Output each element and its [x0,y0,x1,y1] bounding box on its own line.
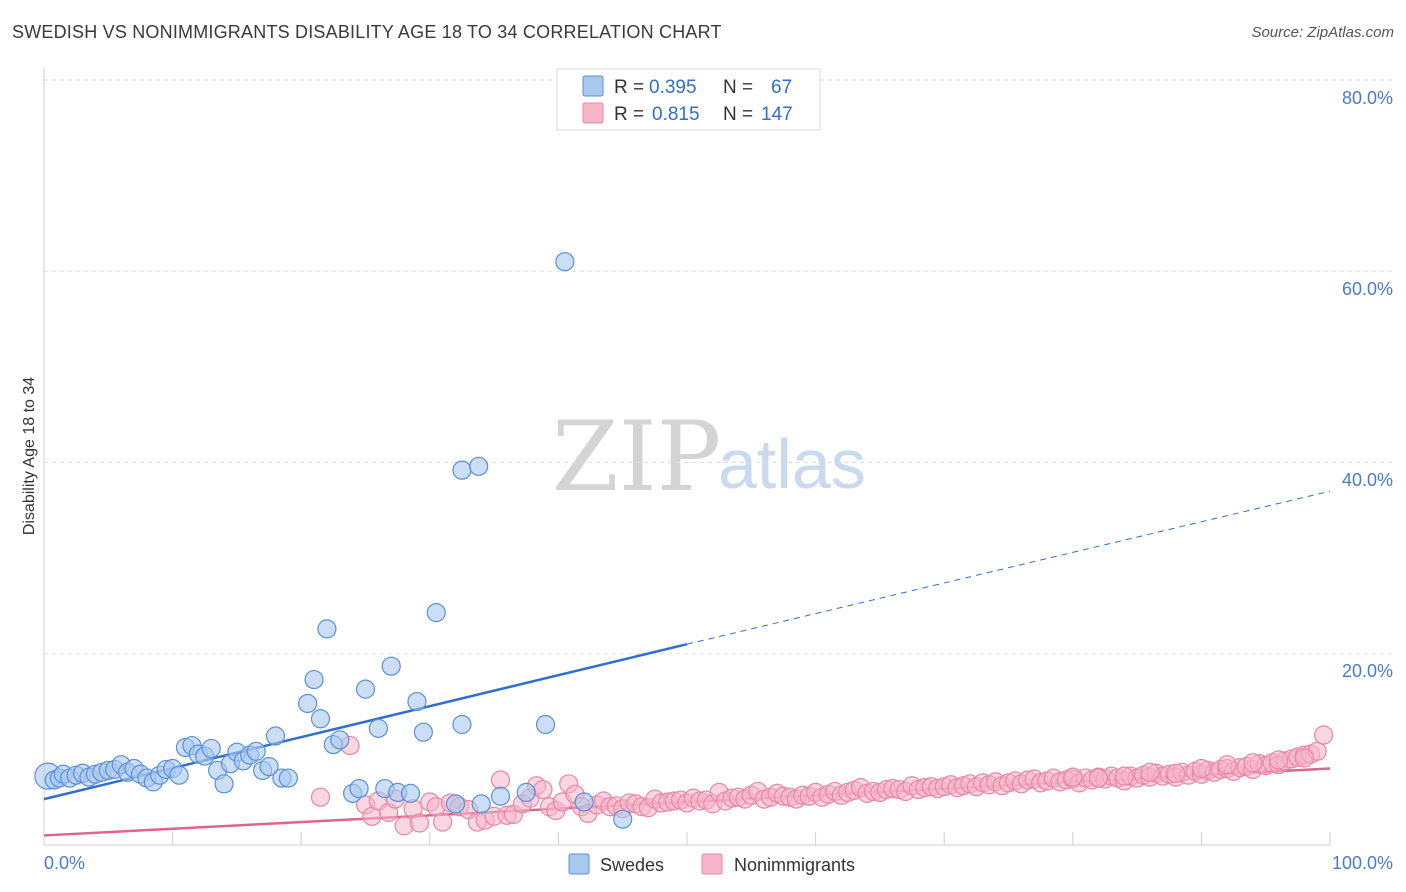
point-nonimmigrants-148 [1191,758,1212,779]
point-nonimmigrants-9 [409,813,430,833]
legend-n-label-swedes: N = [723,77,753,98]
point-swedes-38 [278,768,298,788]
legend-n-value-swedes: 67 [771,77,792,98]
y-tick-label-40: 40.0% [1342,470,1393,490]
point-swedes-61 [490,786,511,806]
point-swedes-52 [400,783,421,803]
point-nonimmigrants-153 [1140,762,1160,782]
point-nonimmigrants-147 [1166,763,1186,783]
point-swedes-36 [265,726,286,746]
legend-r-label-swedes: R = [614,77,644,98]
point-nonimmigrants-150 [1243,753,1263,773]
point-swedes-63 [535,714,556,735]
legend-n-value-nonimmigrants: 147 [761,104,793,125]
point-swedes-21 [169,765,189,785]
point-swedes-26 [201,738,221,759]
point-swedes-59 [469,456,489,476]
point-swedes-42 [317,619,337,639]
point-nonimmigrants-19 [490,770,511,790]
x-tick-label-max: 100.0% [1332,853,1393,873]
point-swedes-50 [381,656,401,676]
source-label: Source: ZipAtlas.com [1251,24,1394,41]
point-swedes-53 [407,691,427,712]
watermark-zip: ZIP [552,401,721,513]
series-legend: Swedes Nonimmigrants [568,853,855,875]
point-nonimmigrants-154 [1114,766,1134,786]
point-swedes-35 [259,756,279,777]
point-nonimmigrants-155 [1088,768,1109,788]
point-swedes-64 [555,252,575,272]
point-swedes-44 [330,730,350,750]
point-swedes-48 [368,718,388,738]
point-swedes-57 [452,714,472,735]
axes [43,68,1331,846]
point-swedes-47 [355,679,376,699]
point-swedes-41 [310,709,331,729]
y-tick-label-60: 60.0% [1342,279,1393,299]
point-nonimmigrants-12 [433,812,453,832]
chart-title: SWEDISH VS NONIMMIGRANTS DISABILITY AGE … [12,22,722,42]
point-swedes-62 [516,782,536,803]
series-legend-label-swedes: Swedes [600,855,664,875]
point-nonimmigrants-152 [1294,748,1314,768]
x-tick-label-min: 0.0% [44,853,85,873]
point-swedes-39 [298,693,318,714]
point-swedes-54 [413,722,433,742]
point-swedes-66 [613,809,633,829]
y-tick-label-80: 80.0% [1342,88,1393,108]
stats-legend: R = 0.395 N = 67 R = 0.815 N = 147 [556,68,821,131]
trend-line-swedes-extension [686,490,1331,645]
point-swedes-65 [574,792,594,812]
point-swedes-40 [304,669,324,690]
watermark-atlas: atlas [718,425,866,503]
data-points [34,252,1334,836]
point-nonimmigrants-149 [1217,755,1237,775]
legend-swatch-swedes [582,75,604,97]
legend-swatch-nonimmigrants [582,102,604,124]
point-swedes-55 [426,603,446,623]
point-nonimmigrants-151 [1268,750,1289,770]
grid-lines [44,79,1392,655]
point-swedes-46 [349,778,369,799]
point-swedes-28 [214,774,234,794]
y-tick-label-20: 20.0% [1342,661,1393,681]
point-swedes-58 [452,460,472,480]
point-nonimmigrants-25 [533,779,553,800]
legend-r-value-nonimmigrants: 0.815 [652,104,700,125]
series-legend-swatch-nonimmigrants [701,853,723,875]
series-legend-label-nonimmigrants: Nonimmigrants [734,855,855,875]
point-swedes-60 [471,794,491,814]
point-swedes-56 [445,794,466,814]
point-swedes-33 [246,741,266,761]
series-legend-swatch-swedes [568,853,590,875]
point-nonimmigrants-0 [310,787,331,807]
legend-r-label-nonimmigrants: R = [614,104,644,125]
point-nonimmigrants-156 [1063,767,1083,787]
y-axis-label: Disability Age 18 to 34 [21,377,38,535]
legend-r-value-swedes: 0.395 [649,77,697,98]
point-nonimmigrants-146 [1313,725,1334,745]
legend-n-label-nonimmigrants: N = [723,104,753,125]
